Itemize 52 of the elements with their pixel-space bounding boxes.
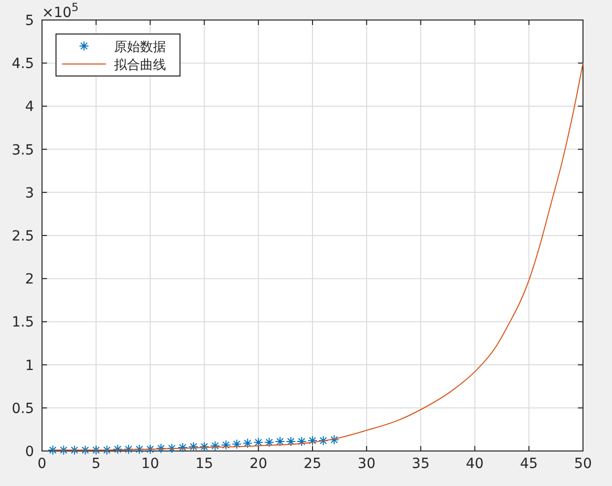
point [112,444,123,454]
point [253,437,264,448]
legend-label: 原始数据 [114,40,166,55]
point [199,442,210,452]
point [286,436,296,447]
x-tick-label: 25 [304,456,322,472]
y-tick-label: 1 [25,358,34,374]
point [102,445,112,456]
y-tick-label: 3.5 [12,142,34,158]
point [69,445,80,456]
x-tick-label: 20 [249,456,268,472]
x-tick-label: 5 [92,456,101,472]
x-tick-label: 50 [574,456,592,472]
y-tick-label: 4 [25,99,34,116]
x-tick-label: 0 [38,456,46,472]
point [48,445,58,456]
y-tick-label: 0 [25,444,34,460]
point [308,436,318,446]
point [329,434,340,445]
x-tick-label: 15 [195,456,214,472]
point [91,445,102,456]
point [318,436,328,446]
x-tick-label: 35 [412,456,430,472]
point [275,436,286,447]
point [156,443,166,454]
point [296,436,307,447]
point [58,445,69,456]
x-tick-label: 10 [141,456,160,472]
x-tick-label: 30 [358,456,376,472]
y-tick-label: 2.5 [12,228,34,244]
y-tick-label: 3 [25,185,34,202]
y-tick-label: 4.5 [12,56,34,72]
point [232,439,242,450]
point [145,444,156,454]
y-tick-label: 5 [25,13,34,29]
y-tick-label: 2 [25,272,34,288]
point [220,440,231,450]
point [242,438,253,448]
point [264,437,274,448]
point [188,442,198,452]
point [134,444,144,454]
y-tick-label: 1.5 [12,314,34,331]
x-tick-label: 45 [520,456,538,472]
point [178,442,188,453]
y-tick-label: 0.5 [12,400,34,417]
legend-label: 拟合曲线 [114,58,166,73]
point [166,443,177,454]
annotation: ×10$^{5}$ [42,0,79,21]
point [80,445,90,456]
point [210,440,220,451]
point [124,444,134,454]
x-tick-label: 40 [466,456,484,472]
